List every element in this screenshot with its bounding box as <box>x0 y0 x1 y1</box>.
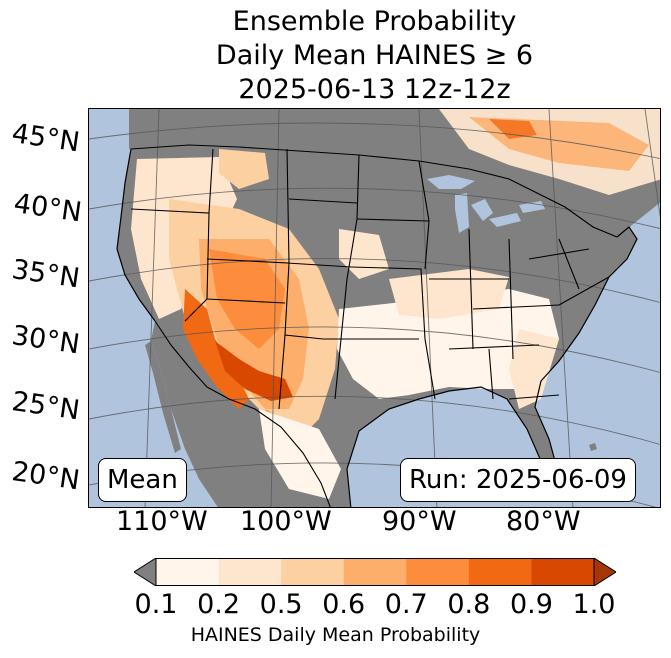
lat-label-35: 35°N <box>9 254 82 295</box>
colorbar-under-arrow <box>134 558 157 586</box>
colorbar <box>134 558 616 586</box>
probability-field <box>131 109 660 499</box>
colorbar-over-arrow <box>593 558 616 586</box>
great-lakes <box>427 175 545 233</box>
title-line-3: 2025-06-13 12z-12z <box>238 74 511 105</box>
coastline <box>116 148 638 507</box>
state-boundaries <box>130 144 618 507</box>
colorbar-tick-label: 0.1 <box>134 589 178 620</box>
colorbar-segment <box>156 558 220 586</box>
lon-label-80: 80°W <box>506 506 581 537</box>
colorbar-tick-label: 0.2 <box>197 589 241 620</box>
colorbar-segment <box>531 558 595 586</box>
lon-label-110: 110°W <box>116 506 208 537</box>
colorbar-frame <box>155 558 595 586</box>
colorbar-tick-label: 1.0 <box>572 589 616 620</box>
lon-label-90: 90°W <box>382 506 457 537</box>
colorbar-segment <box>218 558 282 586</box>
colorbar-tick-label: 0.8 <box>447 589 491 620</box>
colorbar-tick-label: 0.6 <box>322 589 366 620</box>
lat-label-40: 40°N <box>11 188 84 229</box>
map-svg <box>89 109 660 507</box>
mean-box: Mean <box>98 458 187 502</box>
lon-label-100: 100°W <box>240 506 332 537</box>
map-panel <box>88 108 661 508</box>
lat-label-30: 30°N <box>9 320 82 361</box>
colorbar-label: HAINES Daily Mean Probability <box>190 624 481 646</box>
title-line-1: Ensemble Probability <box>232 6 517 37</box>
title-line-2: Daily Mean HAINES ≥ 6 <box>215 40 534 71</box>
colorbar-segment <box>343 558 407 586</box>
colorbar-tick-label: 0.5 <box>259 589 303 620</box>
colorbar-tick-label: 0.7 <box>384 589 428 620</box>
run-date-box: Run: 2025-06-09 <box>400 458 636 502</box>
baja-peninsula <box>145 341 181 453</box>
colorbar-segment <box>281 558 345 586</box>
lat-label-20: 20°N <box>9 456 82 497</box>
bahamas-islands <box>589 443 597 451</box>
colorbar-segment <box>406 558 470 586</box>
colorbar-tick-label: 0.9 <box>509 589 553 620</box>
lat-label-45: 45°N <box>9 118 82 159</box>
colorbar-segment <box>468 558 532 586</box>
lat-label-25: 25°N <box>9 386 82 427</box>
